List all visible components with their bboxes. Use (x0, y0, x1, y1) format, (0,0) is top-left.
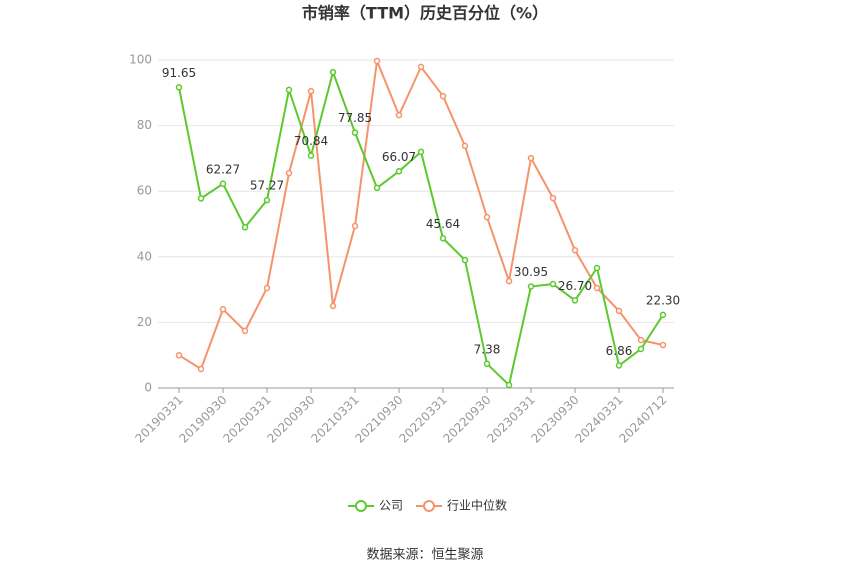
y-tick-label: 60 (137, 184, 152, 198)
point (483, 213, 491, 221)
source: 数据来源：恒生聚源 (366, 548, 483, 563)
point (373, 57, 381, 65)
point (659, 311, 667, 319)
point (615, 307, 623, 315)
legend-marker (423, 500, 435, 512)
point (571, 297, 579, 304)
data-label: 22.30 (646, 293, 680, 307)
point (461, 256, 469, 264)
point (593, 284, 601, 292)
data-label: 45.64 (426, 217, 460, 231)
data-label: 57.27 (250, 179, 284, 193)
point (263, 284, 271, 292)
data-label: 26.70 (558, 279, 592, 293)
point (615, 362, 623, 369)
point (263, 196, 271, 204)
point (417, 63, 425, 71)
series-line (178, 68, 664, 388)
data-label: 6.86 (606, 344, 633, 358)
point (527, 154, 535, 162)
point (461, 142, 469, 150)
point (175, 351, 183, 359)
point (219, 180, 227, 188)
legend-marker (355, 500, 367, 512)
point (549, 280, 557, 288)
point (439, 235, 447, 242)
point (373, 184, 381, 192)
y-tick-label: 100 (129, 53, 152, 67)
y-tick-label: 40 (137, 249, 152, 263)
y-tick-label: 0 (144, 381, 152, 395)
data-label: 66.07 (382, 150, 416, 164)
point (637, 336, 645, 344)
point (549, 194, 557, 202)
point (285, 86, 293, 94)
point (241, 224, 249, 231)
x-tick-label: 20240712 (617, 393, 670, 446)
point (395, 111, 403, 119)
point (527, 283, 535, 290)
point (439, 92, 447, 100)
point (417, 148, 425, 156)
point (505, 277, 513, 285)
y-tick-label: 20 (137, 315, 152, 329)
point (571, 246, 579, 254)
point (659, 341, 667, 349)
data-label: 30.95 (514, 265, 548, 279)
point (329, 302, 337, 310)
point (483, 360, 491, 368)
point (307, 87, 315, 95)
point (351, 222, 359, 230)
point (637, 345, 645, 353)
data-label: 70.84 (294, 134, 328, 148)
point (285, 169, 293, 177)
point (197, 195, 205, 202)
data-label: 77.85 (338, 111, 372, 125)
point (175, 84, 183, 91)
y-tick-label: 80 (137, 118, 152, 132)
point (241, 327, 249, 335)
point (593, 264, 601, 272)
point (307, 152, 315, 159)
data-label: 91.65 (162, 66, 196, 80)
data-label: 62.27 (206, 162, 240, 176)
point (197, 365, 205, 373)
legend-label: 行业中位数 (447, 498, 507, 513)
point (395, 168, 403, 175)
data-label: 7.38 (474, 342, 501, 356)
point (329, 68, 337, 76)
legend-label: 公司 (379, 499, 403, 513)
point (351, 129, 359, 136)
point (219, 306, 227, 313)
point (505, 381, 513, 389)
chart-title: 市销率（TTM）历史百分位（%） (302, 4, 548, 23)
